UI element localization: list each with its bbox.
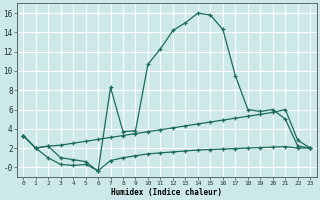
X-axis label: Humidex (Indice chaleur): Humidex (Indice chaleur) bbox=[111, 188, 222, 197]
